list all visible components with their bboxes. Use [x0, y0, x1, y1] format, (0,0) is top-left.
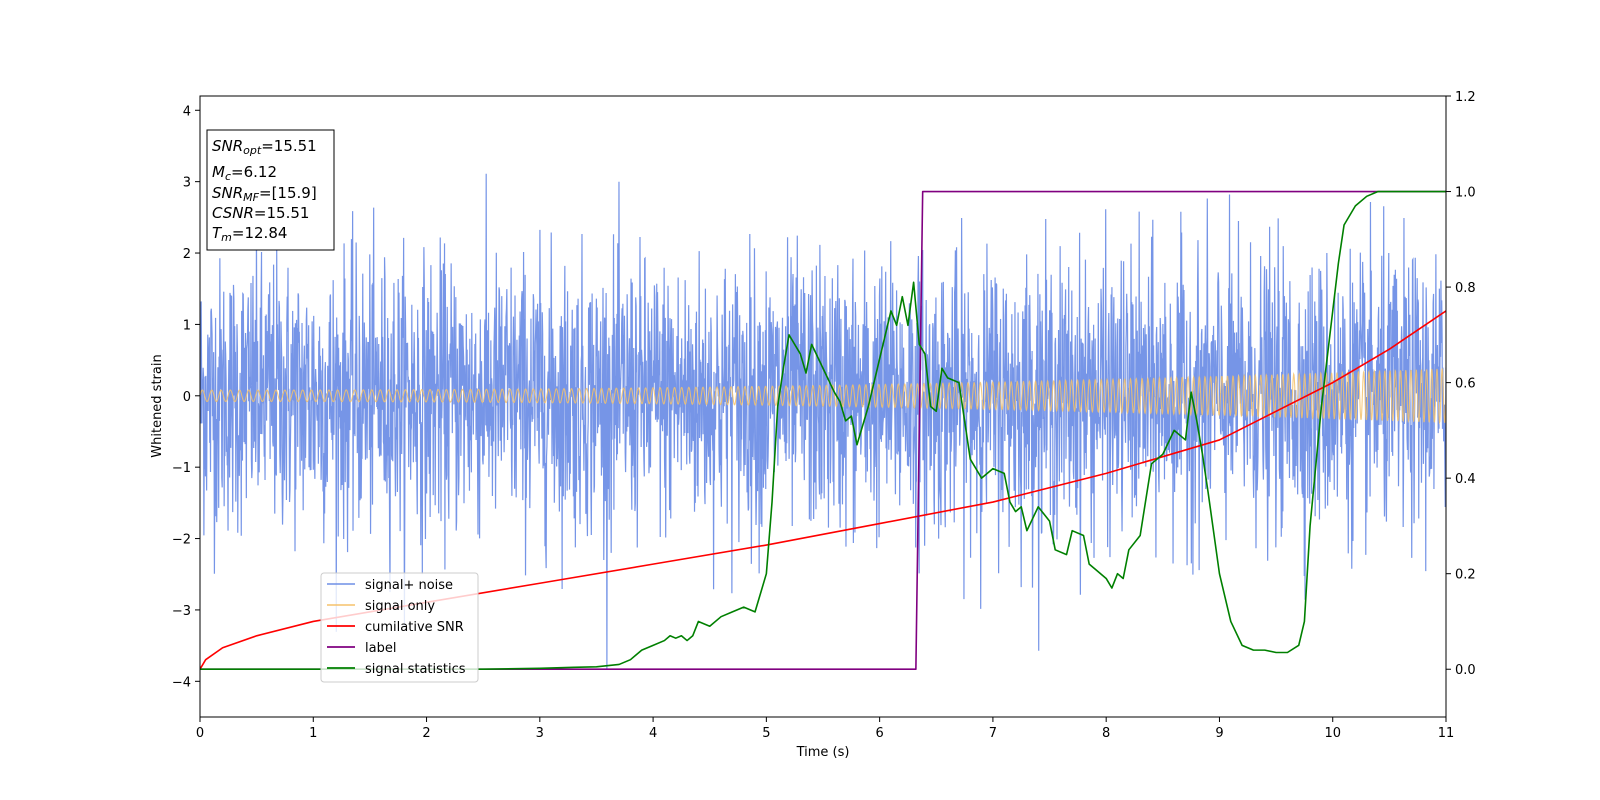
info-box-frame: [206, 129, 335, 251]
mc-text: Mc=6.12: [212, 163, 277, 183]
y-left-tick-label: −3: [172, 604, 191, 619]
y-left-tick-label: 2: [183, 247, 191, 262]
snr-mf-text: SNRMF=[15.9]: [212, 184, 317, 204]
y-right-tick-label: 1.0: [1455, 186, 1476, 201]
legend-label-label: label: [365, 641, 396, 656]
y-left-tick-label: −1: [172, 461, 191, 476]
y-right-tick-label: 0.2: [1455, 568, 1476, 583]
signal-statistics-line: [200, 190, 1446, 671]
x-axis-ticks: 0 1 2 3 4 5 6 7 8 9 10 11: [196, 717, 1454, 741]
x-tick-label: 1: [309, 726, 317, 741]
y-left-tick-label: 3: [183, 176, 191, 191]
legend-item-signal-only: signal only: [327, 599, 435, 614]
x-tick-label: 9: [1215, 726, 1223, 741]
x-tick-label: 10: [1324, 726, 1341, 741]
signal-noise-series: [200, 173, 1446, 669]
signal-noise-line: [200, 173, 1446, 669]
metrics-info-box: SNRopt=15.51 Mc=6.12 SNRMF=[15.9] CSNR=1…: [206, 129, 335, 251]
label-line: [200, 190, 1446, 671]
y-left-tick-label: 0: [183, 390, 191, 405]
legend-label-signal-noise: signal+ noise: [365, 578, 453, 593]
chart-legend: signal+ noise signal only cumilative SNR…: [320, 572, 479, 683]
plot-frame: [199, 95, 1447, 718]
legend-label-cumulative-snr: cumilative SNR: [365, 620, 464, 635]
legend-label-signal-statistics: signal statistics: [365, 662, 466, 677]
x-tick-label: 11: [1438, 726, 1455, 741]
legend-label-signal-only: signal only: [365, 599, 435, 614]
x-tick-label: 5: [762, 726, 770, 741]
y-left-tick-label: −2: [172, 533, 191, 548]
y-right-tick-label: 0.8: [1455, 281, 1476, 296]
y-right-tick-label: 0.0: [1455, 663, 1476, 678]
x-tick-label: 8: [1102, 726, 1110, 741]
x-tick-label: 3: [536, 726, 544, 741]
legend-item-label: label: [327, 641, 396, 656]
legend-item-signal-statistics: signal statistics: [327, 662, 466, 677]
snr-opt-text: SNRopt=15.51: [212, 137, 317, 157]
legend-item-cumulative-snr: cumilative SNR: [327, 620, 464, 635]
cumulative-snr-line: [200, 310, 1446, 670]
y-left-tick-label: 4: [183, 104, 191, 119]
y-left-tick-label: 1: [183, 318, 191, 333]
x-axis-title: Time (s): [796, 745, 850, 760]
y-left-axis-ticks: −4 −3 −2 −1 0 1 2 3 4: [172, 104, 200, 690]
x-tick-label: 4: [649, 726, 657, 741]
x-tick-label: 7: [989, 726, 997, 741]
legend-item-signal-noise: signal+ noise: [327, 578, 453, 593]
csnr-text: CSNR=15.51: [212, 204, 309, 222]
x-tick-label: 6: [875, 726, 883, 741]
x-tick-label: 0: [196, 726, 204, 741]
signal-only-line: [200, 367, 1446, 425]
y-right-tick-label: 0.4: [1455, 472, 1476, 487]
x-tick-label: 2: [422, 726, 430, 741]
signal-only-series: [200, 367, 1446, 425]
tm-text: Tm=12.84: [212, 224, 287, 244]
y-right-axis-ticks: 0.0 0.2 0.4 0.6 0.8 1.0 1.2: [1446, 90, 1476, 678]
y-axis-title: Whitened strain: [150, 354, 165, 457]
y-right-tick-label: 1.2: [1455, 90, 1476, 105]
y-right-tick-label: 0.6: [1455, 377, 1476, 392]
legend-frame: [320, 572, 479, 683]
y-left-tick-label: −4: [172, 675, 191, 690]
right-axis-series: [200, 190, 1446, 671]
